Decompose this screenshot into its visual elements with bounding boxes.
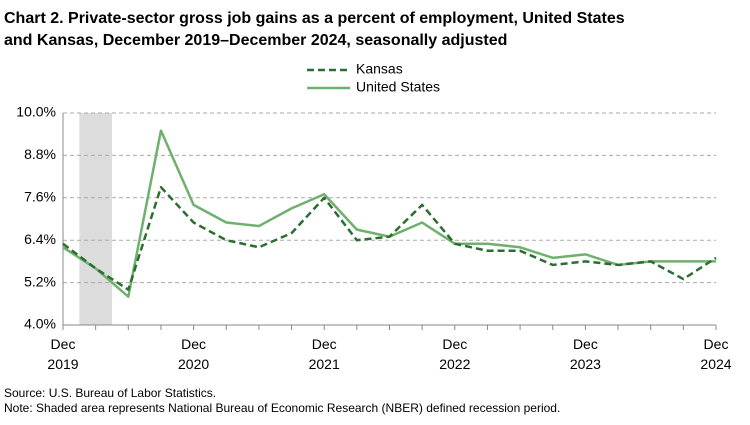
y-tick-label: 4.0% (24, 316, 56, 332)
y-tick-label: 8.8% (24, 146, 56, 162)
x-tick-label: Dec 2022 (439, 336, 470, 372)
y-tick-label: 5.2% (24, 273, 56, 289)
x-tick-label: Dec 2019 (47, 336, 78, 372)
y-tick-label: 7.6% (24, 189, 56, 205)
chart-title: and Kansas, December 2019–December 2024,… (4, 32, 507, 49)
y-tick-label: 6.4% (24, 231, 56, 247)
chart-title: Chart 2. Private-sector gross job gains … (4, 10, 625, 27)
legend-label: United States (356, 79, 440, 95)
line-series (62, 185, 717, 291)
recession-shading (79, 113, 112, 325)
y-tick-label: 10.0% (16, 104, 56, 120)
x-tick-label: Dec 2023 (570, 336, 601, 372)
footnote: Note: Shaded area represents National Bu… (4, 401, 560, 415)
source-note: Source: U.S. Bureau of Labor Statistics. (4, 386, 216, 400)
x-tick-label: Dec 2021 (309, 336, 340, 372)
x-tick-label: Dec 2020 (178, 336, 209, 372)
x-tick-label: Dec 2024 (700, 336, 731, 372)
legend-label: Kansas (356, 61, 403, 77)
